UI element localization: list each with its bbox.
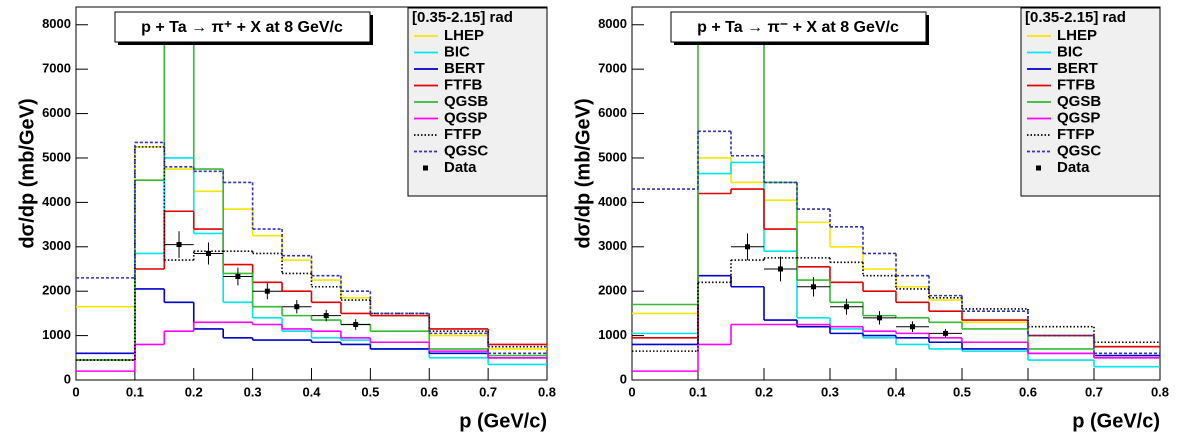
x-tick-label: 0.4: [302, 384, 321, 399]
legend-label: BIC: [1057, 43, 1083, 60]
title-box: [114, 11, 371, 43]
y-tick-label: 2000: [42, 283, 71, 298]
y-axis-label: dσ/dp (mb/GeV): [16, 98, 38, 248]
chart-title: p + Ta → π⁺ + X at 8 GeV/c: [141, 19, 343, 36]
data-point: [844, 304, 849, 310]
y-tick-label: 4000: [42, 194, 71, 209]
y-tick-label: 0: [620, 371, 627, 386]
legend-label: QGSC: [444, 142, 488, 159]
y-tick-label: 8000: [42, 16, 71, 31]
x-tick-label: 0.1: [689, 384, 707, 399]
data-point: [176, 242, 182, 248]
panel: 0 1000 2000 3000 4000 5000 6000 7000 8000 0 0.1 0.2…: [16, 6, 556, 432]
legend-label: BIC: [444, 43, 470, 60]
x-tick-label: 0.2: [185, 384, 203, 399]
legend-label: Data: [444, 159, 477, 176]
y-tick-label: 5000: [42, 149, 71, 164]
y-tick-label: 7000: [598, 61, 627, 76]
legend-label: QGSB: [1057, 93, 1101, 110]
x-tick-label: 0.8: [538, 384, 556, 399]
title-box: [670, 11, 927, 43]
data-point: [943, 330, 948, 336]
legend-label: FTFP: [1057, 126, 1095, 143]
legend-label: FTFP: [444, 126, 482, 143]
x-tick-label: 0.3: [821, 384, 839, 399]
y-tick-label: 6000: [42, 105, 71, 120]
x-tick-label: 0.7: [1085, 384, 1103, 399]
y-tick-label: 6000: [598, 105, 627, 120]
y-tick-label: 8000: [598, 16, 627, 31]
y-tick-label: 3000: [598, 238, 627, 253]
x-tick-label: 0: [628, 384, 635, 399]
y-tick-label: 2000: [598, 283, 627, 298]
legend-label: Data: [1057, 159, 1090, 176]
y-tick-label: 5000: [598, 149, 627, 164]
x-tick-label: 0.5: [361, 384, 379, 399]
x-tick-label: 0: [72, 384, 79, 399]
data-point: [877, 315, 882, 321]
data-point: [323, 313, 329, 319]
legend-label: FTFB: [444, 76, 482, 93]
panel: 0 1000 2000 3000 4000 5000 6000 7000 8000 0 0.1 0.2…: [572, 6, 1169, 432]
x-tick-label: 0.2: [755, 384, 773, 399]
legend-label: QGSC: [1057, 142, 1101, 159]
chart-title: p + Ta → π⁻ + X at 8 GeV/c: [697, 19, 899, 36]
legend-title: [0.35-2.15] rad: [1025, 9, 1126, 26]
legend-title: [0.35-2.15] rad: [412, 9, 513, 26]
legend-label: QGSP: [444, 109, 487, 126]
x-tick-label: 0.7: [479, 384, 497, 399]
legend-label: LHEP: [1057, 27, 1097, 44]
x-axis-label: p (GeV/c): [1072, 410, 1160, 432]
y-axis-label: dσ/dp (mb/GeV): [572, 98, 594, 248]
y-tick-label: 1000: [42, 327, 71, 342]
data-point: [264, 288, 270, 294]
x-tick-label: 0.1: [126, 384, 144, 399]
x-tick-label: 0.8: [1151, 384, 1169, 399]
data-point: [811, 284, 816, 290]
legend-swatch: [423, 165, 428, 171]
legend-label: BERT: [1057, 60, 1098, 77]
data-point: [778, 266, 783, 272]
legend-label: QGSP: [1057, 109, 1100, 126]
x-tick-label: 0.6: [420, 384, 438, 399]
data-point: [205, 250, 211, 256]
y-tick-label: 0: [64, 371, 71, 386]
legend-swatch: [1036, 165, 1041, 171]
legend-label: QGSB: [444, 93, 488, 110]
x-tick-label: 0.5: [953, 384, 971, 399]
x-tick-label: 0.6: [1019, 384, 1037, 399]
y-tick-label: 3000: [42, 238, 71, 253]
legend-label: FTFB: [1057, 76, 1095, 93]
data-point: [910, 324, 915, 330]
data-point: [294, 304, 300, 310]
data-point: [235, 274, 241, 280]
x-axis-label: p (GeV/c): [459, 410, 547, 432]
data-point: [353, 321, 359, 327]
legend-label: LHEP: [444, 27, 484, 44]
x-tick-label: 0.3: [244, 384, 262, 399]
data-point: [745, 244, 750, 250]
y-tick-label: 1000: [598, 327, 627, 342]
y-tick-label: 7000: [42, 61, 71, 76]
x-tick-label: 0.4: [887, 384, 906, 399]
y-tick-label: 4000: [598, 194, 627, 209]
legend-label: BERT: [444, 60, 485, 77]
